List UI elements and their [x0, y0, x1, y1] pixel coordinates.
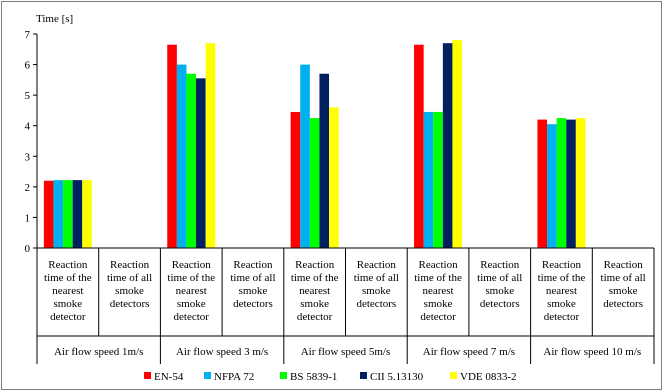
legend-swatch — [280, 372, 287, 379]
bar-bs-5839-1 — [186, 73, 197, 248]
group-label: Air flow speed 5m/s — [301, 346, 391, 358]
bar-cii-5-13130 — [72, 180, 83, 248]
category-label: Reaction time of all smoke detectors — [354, 259, 399, 310]
legend-label: VDE 0833-2 — [460, 371, 517, 383]
bar-cii-5-13130 — [566, 119, 576, 248]
y-tick-label: 4 — [25, 121, 31, 133]
y-tick-label: 3 — [25, 151, 31, 163]
legend-swatch — [204, 372, 211, 379]
group-label: Air flow speed 7 m/s — [423, 346, 515, 358]
legend-label: NFPA 72 — [214, 371, 254, 383]
bar-en-54 — [167, 44, 177, 249]
category-label: Reaction time of the nearest smoke detector — [414, 259, 462, 323]
y-tick-label: 2 — [25, 182, 31, 194]
category-label: Reaction time of the nearest smoke detector — [44, 259, 92, 323]
legend-swatch — [144, 372, 151, 379]
bar-en-54 — [414, 44, 424, 249]
bar-vde-0833-2 — [575, 118, 586, 248]
category-label: Reaction time of all smoke detectors — [230, 259, 275, 310]
bar-nfpa-72 — [547, 124, 557, 248]
bar-cii-5-13130 — [196, 78, 206, 248]
y-tick-label: 5 — [25, 90, 31, 102]
bar-cii-5-13130 — [442, 43, 453, 248]
y-tick-label: 1 — [25, 212, 31, 224]
category-label: Reaction time of the nearest smoke detector — [167, 259, 215, 323]
bar-vde-0833-2 — [329, 107, 339, 248]
bar-en-54 — [290, 111, 301, 248]
bar-en-54 — [43, 180, 54, 248]
y-tick-label: 7 — [25, 29, 31, 41]
group-label: Air flow speed 3 m/s — [176, 346, 268, 358]
group-label: Air flow speed 1m/s — [54, 346, 144, 358]
bar-nfpa-72 — [300, 64, 310, 248]
y-tick-label: 0 — [25, 243, 31, 255]
legend-swatch — [450, 372, 457, 379]
legend-label: BS 5839-1 — [290, 371, 337, 383]
bar-en-54 — [537, 119, 548, 248]
category-label: Reaction time of the nearest smoke detector — [291, 259, 339, 323]
bar-nfpa-72 — [423, 111, 434, 248]
bar-nfpa-72 — [53, 180, 64, 248]
bar-cii-5-13130 — [319, 73, 330, 248]
group-label: Air flow speed 10 m/s — [543, 346, 641, 358]
bar-nfpa-72 — [176, 64, 187, 248]
bar-bs-5839-1 — [63, 180, 73, 248]
bar-bs-5839-1 — [433, 111, 443, 248]
category-label: Reaction time of the nearest smoke detector — [538, 259, 586, 323]
category-label: Reaction time of all smoke detectors — [477, 259, 522, 310]
legend-label: EN-54 — [154, 371, 184, 383]
bar-vde-0833-2 — [205, 43, 216, 248]
bar-vde-0833-2 — [452, 40, 463, 248]
legend-label: CII 5.13130 — [370, 371, 424, 383]
bar-bs-5839-1 — [309, 118, 320, 248]
bar-bs-5839-1 — [556, 118, 567, 248]
category-label: Reaction time of all smoke detectors — [107, 259, 152, 310]
legend-swatch — [360, 372, 367, 379]
y-tick-label: 6 — [25, 60, 31, 72]
bar-vde-0833-2 — [82, 180, 92, 248]
category-label: Reaction time of all smoke detectors — [601, 259, 646, 310]
y-axis-label: Time [s] — [36, 13, 73, 25]
